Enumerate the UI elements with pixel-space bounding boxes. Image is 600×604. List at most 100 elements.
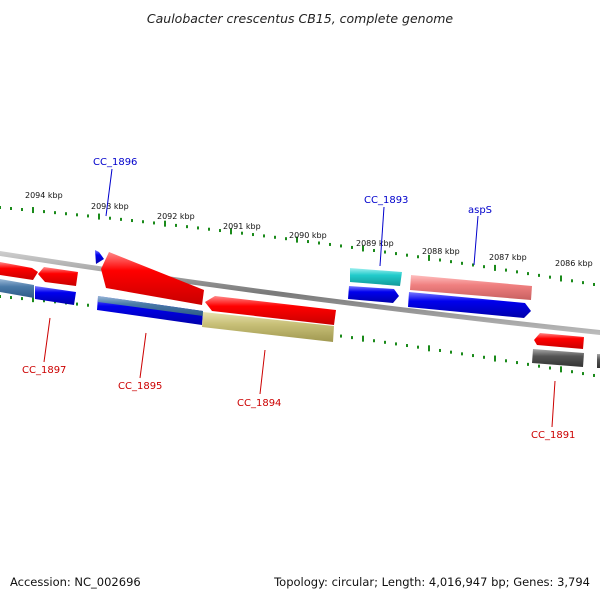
minor-tick <box>340 334 342 338</box>
kbp-label: 2094 kbp <box>25 191 63 200</box>
minor-tick <box>65 212 67 216</box>
minor-tick <box>373 339 375 343</box>
gene-label-cc1894[interactable]: CC_1894 <box>237 398 281 409</box>
minor-tick <box>21 297 23 301</box>
gene-arrow[interactable] <box>534 333 584 349</box>
minor-tick <box>285 237 287 241</box>
gene-label-cc1891[interactable]: CC_1891 <box>531 430 575 441</box>
minor-tick <box>10 296 12 300</box>
minor-tick <box>340 244 342 248</box>
kbp-label: 2089 kbp <box>356 239 394 248</box>
minor-tick <box>527 272 529 276</box>
kbp-label: 2090 kbp <box>289 231 327 240</box>
minor-tick <box>527 362 529 366</box>
minor-tick <box>571 370 573 374</box>
minor-tick <box>76 213 78 217</box>
label-leaders <box>43 168 556 428</box>
minor-tick <box>318 241 320 245</box>
kbp-label: 2086 kbp <box>555 259 593 268</box>
gene-label-cc1897[interactable]: CC_1897 <box>22 365 66 376</box>
gene-box[interactable] <box>597 354 600 368</box>
minor-tick <box>175 223 177 227</box>
minor-tick <box>76 302 78 306</box>
minor-tick <box>406 344 408 348</box>
kbp-label: 2092 kbp <box>157 212 195 221</box>
minor-tick <box>593 373 595 377</box>
gene-arrow[interactable] <box>0 262 38 280</box>
minor-tick <box>483 355 485 359</box>
gene-cc1896-arrow[interactable] <box>95 250 104 264</box>
minor-tick <box>10 206 12 210</box>
gene-asps-box[interactable] <box>410 275 532 300</box>
minor-tick <box>439 258 441 262</box>
gene-arrow[interactable] <box>38 267 78 286</box>
major-tick <box>32 296 34 303</box>
gene-cc1891-box[interactable] <box>532 349 584 367</box>
leader-cc1891 <box>551 380 556 428</box>
minor-tick <box>549 275 551 279</box>
minor-tick <box>87 303 89 307</box>
minor-tick <box>329 242 331 246</box>
minor-tick <box>516 361 518 365</box>
minor-tick <box>593 282 595 286</box>
major-tick <box>560 366 562 373</box>
minor-tick <box>351 336 353 340</box>
minor-tick <box>219 229 221 233</box>
major-tick <box>362 335 364 342</box>
minor-tick <box>373 248 375 252</box>
gene-label-cc1896[interactable]: CC_1896 <box>93 157 137 168</box>
minor-tick <box>307 240 309 244</box>
major-tick <box>560 275 562 282</box>
minor-tick <box>538 364 540 368</box>
major-tick <box>230 228 232 235</box>
leader-asps <box>473 215 479 266</box>
major-tick <box>98 213 100 220</box>
minor-tick <box>395 342 397 346</box>
kbp-label: 2093 kbp <box>91 202 129 211</box>
gene-cc1893-box[interactable] <box>350 268 402 286</box>
genome-backbone <box>0 251 600 335</box>
leader-cc1895 <box>139 332 147 379</box>
gene-label-cc1895[interactable]: CC_1895 <box>118 381 162 392</box>
minor-tick <box>131 219 133 223</box>
minor-tick <box>274 235 276 239</box>
minor-tick <box>21 208 23 212</box>
minor-tick <box>351 245 353 249</box>
gene-box[interactable] <box>0 279 34 298</box>
minor-tick <box>461 352 463 356</box>
gene-box[interactable] <box>98 296 203 316</box>
gene-arrow[interactable] <box>101 252 204 305</box>
minor-tick <box>87 214 89 218</box>
minor-tick <box>538 273 540 277</box>
gene-cc1894-arrow[interactable] <box>205 296 336 325</box>
minor-tick <box>483 265 485 269</box>
minor-tick <box>417 255 419 259</box>
kbp-labels: 2094 kbp 2093 kbp 2092 kbp 2091 kbp 2090… <box>25 191 593 268</box>
minor-tick <box>384 250 386 254</box>
gene-cc1894-box[interactable] <box>202 312 334 342</box>
gene-arrow[interactable] <box>348 286 399 303</box>
minor-tick <box>417 345 419 349</box>
minor-tick <box>582 281 584 285</box>
gene-label-asps[interactable]: aspS <box>468 205 492 216</box>
gene-label-cc1893[interactable]: CC_1893 <box>364 195 408 206</box>
forward-genes <box>0 250 584 349</box>
major-tick <box>428 345 430 352</box>
leader-cc1894 <box>259 349 266 395</box>
minor-tick <box>186 225 188 229</box>
minor-tick <box>406 253 408 257</box>
minor-tick <box>439 348 441 352</box>
map-title: Caulobacter crescentus CB15, complete ge… <box>147 11 453 26</box>
reverse-genes <box>0 279 600 368</box>
minor-tick <box>505 268 507 272</box>
minor-tick <box>263 234 265 238</box>
minor-tick <box>142 220 144 224</box>
major-tick <box>494 355 496 362</box>
minor-tick <box>450 260 452 264</box>
minor-tick <box>54 211 56 215</box>
minor-tick <box>252 233 254 237</box>
gene-box[interactable] <box>35 286 76 305</box>
minor-tick <box>153 221 155 225</box>
gene-asps-arrow[interactable] <box>408 292 531 318</box>
